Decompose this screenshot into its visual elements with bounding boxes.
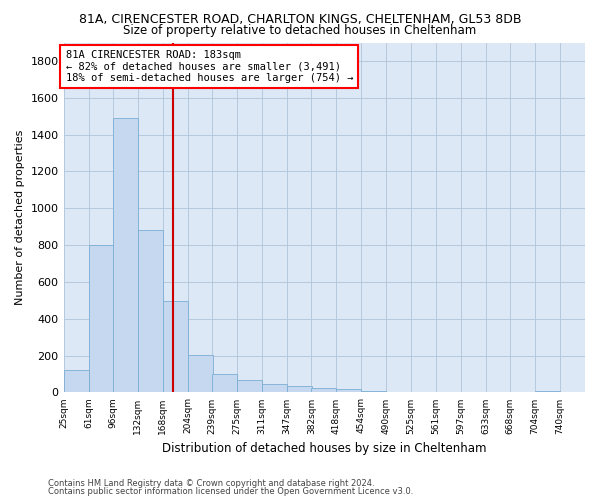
Bar	[337, 388, 361, 392]
Bar	[361, 390, 386, 392]
Bar	[212, 374, 237, 392]
Bar	[237, 380, 262, 392]
Text: Contains public sector information licensed under the Open Government Licence v3: Contains public sector information licen…	[48, 487, 413, 496]
X-axis label: Distribution of detached houses by size in Cheltenham: Distribution of detached houses by size …	[162, 442, 487, 455]
Bar	[287, 386, 312, 392]
Bar	[89, 245, 113, 392]
Text: Contains HM Land Registry data © Crown copyright and database right 2024.: Contains HM Land Registry data © Crown c…	[48, 478, 374, 488]
Y-axis label: Number of detached properties: Number of detached properties	[15, 130, 25, 305]
Bar	[311, 388, 337, 392]
Bar	[138, 230, 163, 392]
Text: Size of property relative to detached houses in Cheltenham: Size of property relative to detached ho…	[124, 24, 476, 37]
Text: 81A CIRENCESTER ROAD: 183sqm
← 82% of detached houses are smaller (3,491)
18% of: 81A CIRENCESTER ROAD: 183sqm ← 82% of de…	[65, 50, 353, 83]
Bar	[535, 390, 560, 392]
Bar	[64, 370, 89, 392]
Bar	[113, 118, 138, 392]
Text: 81A, CIRENCESTER ROAD, CHARLTON KINGS, CHELTENHAM, GL53 8DB: 81A, CIRENCESTER ROAD, CHARLTON KINGS, C…	[79, 12, 521, 26]
Bar	[188, 354, 213, 393]
Bar	[262, 384, 287, 392]
Bar	[163, 302, 188, 392]
